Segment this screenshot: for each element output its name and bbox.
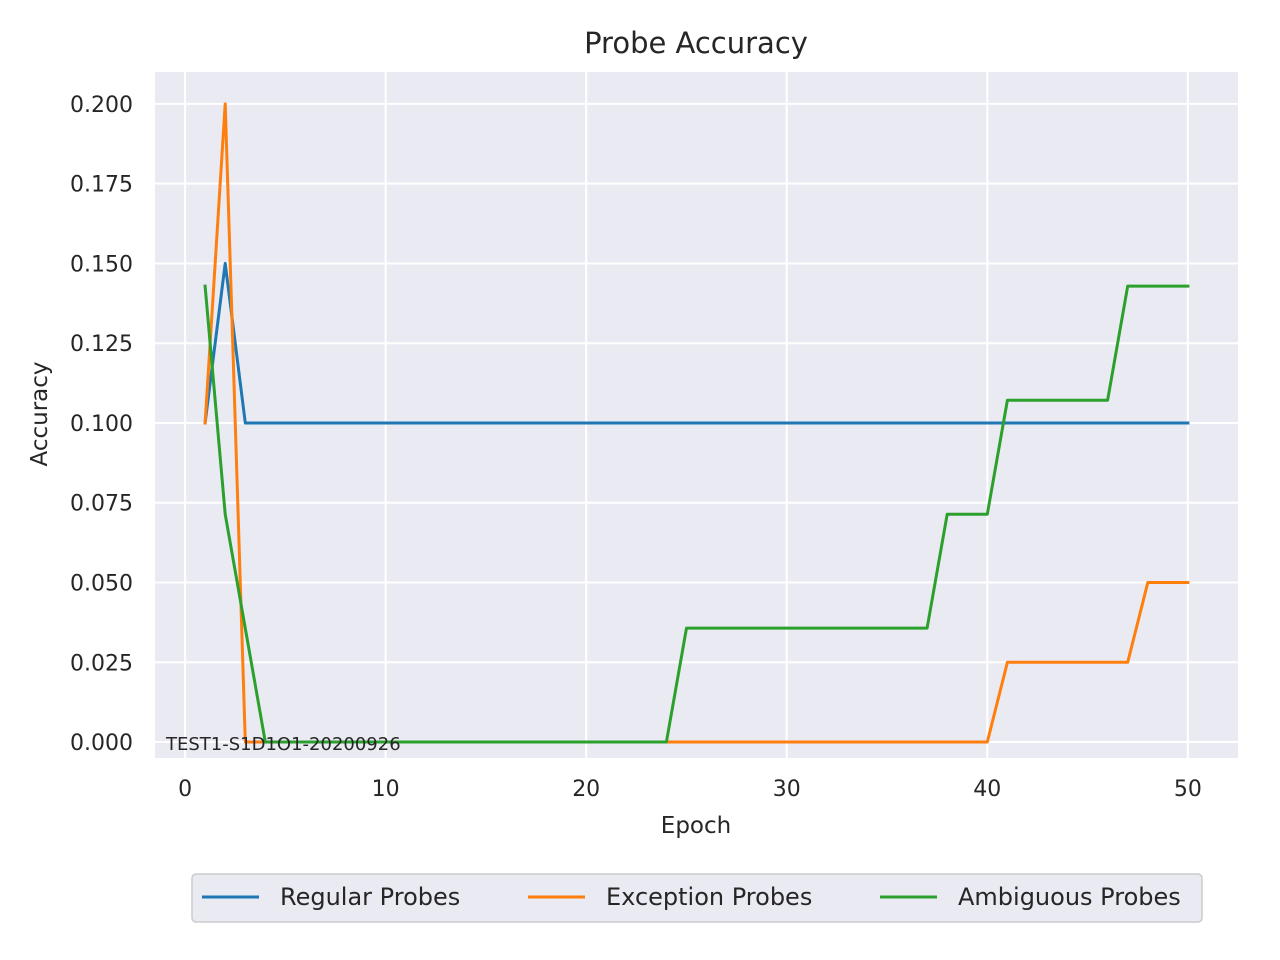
y-tick-label: 0.150 xyxy=(70,252,133,277)
x-tick-label: 30 xyxy=(773,777,801,802)
y-tick-label: 0.100 xyxy=(70,412,133,437)
y-tick-label: 0.175 xyxy=(70,173,133,198)
y-tick-label: 0.050 xyxy=(70,572,133,597)
legend-box xyxy=(191,873,1203,923)
legend-label-exception-probes: Exception Probes xyxy=(606,883,812,911)
x-tick-label: 50 xyxy=(1174,777,1202,802)
y-tick-label: 0.025 xyxy=(70,651,133,676)
series-line-ambiguous-probes xyxy=(203,284,1190,744)
legend-label-regular-probes: Regular Probes xyxy=(280,883,460,911)
y-axis-label: Accuracy xyxy=(27,361,53,466)
series-line-regular-probes xyxy=(203,261,1190,425)
chart-title: Probe Accuracy xyxy=(584,26,808,60)
y-tick-label: 0.125 xyxy=(70,332,133,357)
x-tick-label: 40 xyxy=(973,777,1001,802)
x-tick-label: 0 xyxy=(178,777,192,802)
plot-background xyxy=(155,72,1238,758)
x-tick-label: 20 xyxy=(572,777,600,802)
x-tick-labels: 0 10 20 30 40 50 xyxy=(178,777,1202,802)
y-tick-label: 0.075 xyxy=(70,492,133,517)
y-tick-labels: 0.000 0.025 0.050 0.075 0.100 0.125 0.150 0.175… xyxy=(70,93,133,756)
y-tick-label: 0.200 xyxy=(70,93,133,118)
series-line-exception-probes xyxy=(203,102,1190,744)
x-tick-label: 10 xyxy=(372,777,400,802)
y-tick-label: 0.000 xyxy=(70,731,133,756)
series-lines xyxy=(203,102,1190,744)
run-id-annotation: TEST1-S1D1O1-20200926 xyxy=(165,734,401,755)
x-axis-label: Epoch xyxy=(661,813,731,839)
legend: Regular Probes Exception Probes Ambiguous … xyxy=(191,873,1203,923)
legend-label-ambiguous-probes: Ambiguous Probes xyxy=(958,883,1181,911)
